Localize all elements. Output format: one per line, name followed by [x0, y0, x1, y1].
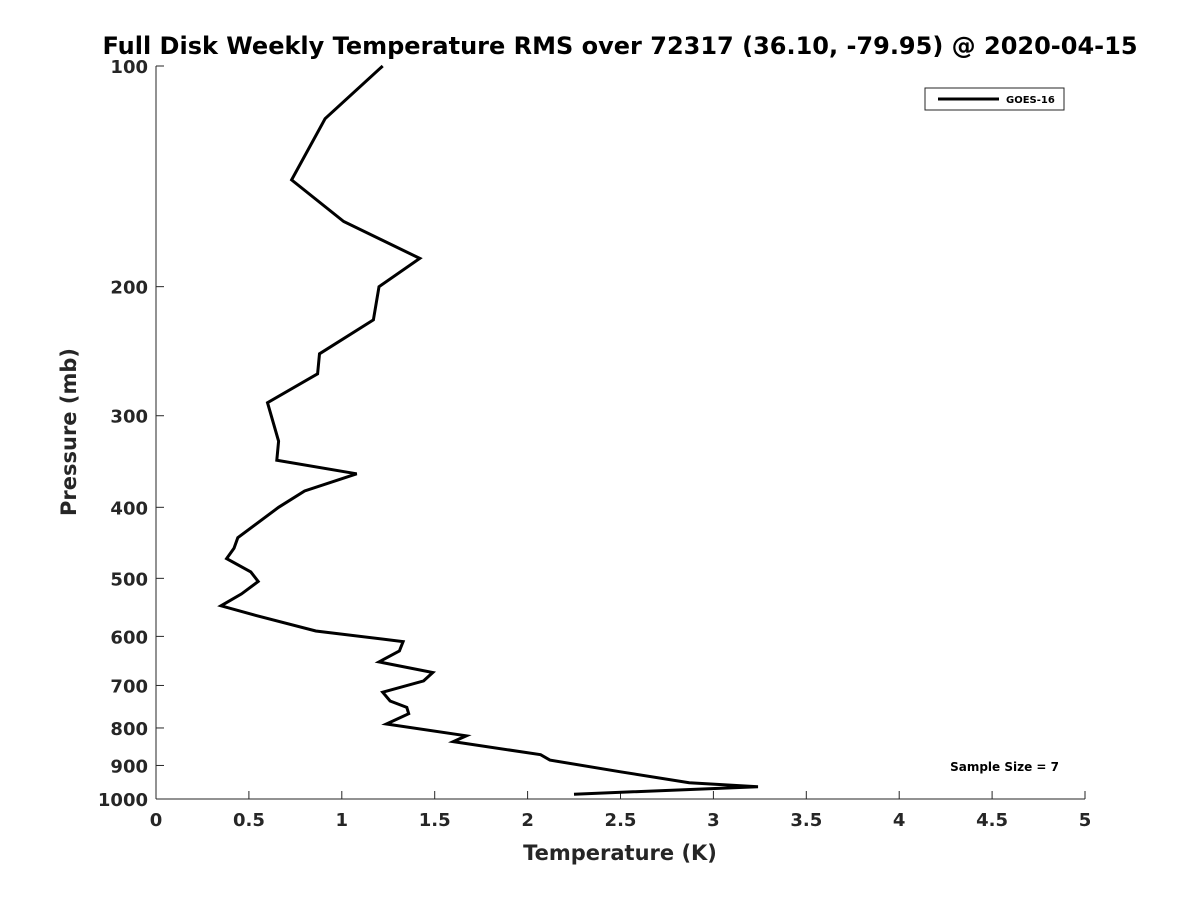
x-tick-label: 2: [521, 810, 534, 831]
chart-title: Full Disk Weekly Temperature RMS over 72…: [102, 32, 1137, 60]
y-tick-label: 800: [110, 719, 148, 740]
y-tick-label: 500: [110, 569, 148, 590]
x-tick-label: 4: [893, 810, 906, 831]
x-axis-label: Temperature (K): [523, 841, 717, 865]
x-tick-label: 5: [1079, 810, 1092, 831]
y-ticks: 100 200 300 400 500 600 700 800 900 1000: [98, 57, 164, 811]
series-group: [217, 64, 759, 796]
sample-size-annotation: Sample Size = 7: [950, 760, 1059, 774]
y-tick-label: 600: [110, 627, 148, 648]
x-tick-label: 0: [150, 810, 163, 831]
y-tick-label: 300: [110, 407, 148, 428]
x-tick-label: 1.5: [419, 810, 451, 831]
x-tick-label: 2.5: [605, 810, 637, 831]
legend: GOES-16: [924, 87, 1065, 111]
y-tick-label: 100: [110, 57, 148, 78]
legend-label: GOES-16: [1006, 95, 1055, 106]
x-tick-label: 3: [707, 810, 720, 831]
y-axis-label: Pressure (mb): [57, 348, 81, 516]
x-ticks: 0 0.5 1 1.5 2 2.5 3 3.5 4 4.5 5: [150, 791, 1092, 831]
y-tick-label: 400: [110, 498, 148, 519]
x-tick-label: 1: [336, 810, 349, 831]
y-tick-label: 900: [110, 756, 148, 777]
series-line-goes-16: [217, 64, 759, 796]
y-tick-label: 1000: [98, 790, 148, 811]
x-tick-label: 3.5: [790, 810, 822, 831]
x-tick-label: 4.5: [976, 810, 1008, 831]
y-tick-label: 200: [110, 278, 148, 299]
y-tick-label: 700: [110, 676, 148, 697]
x-tick-label: 0.5: [233, 810, 265, 831]
